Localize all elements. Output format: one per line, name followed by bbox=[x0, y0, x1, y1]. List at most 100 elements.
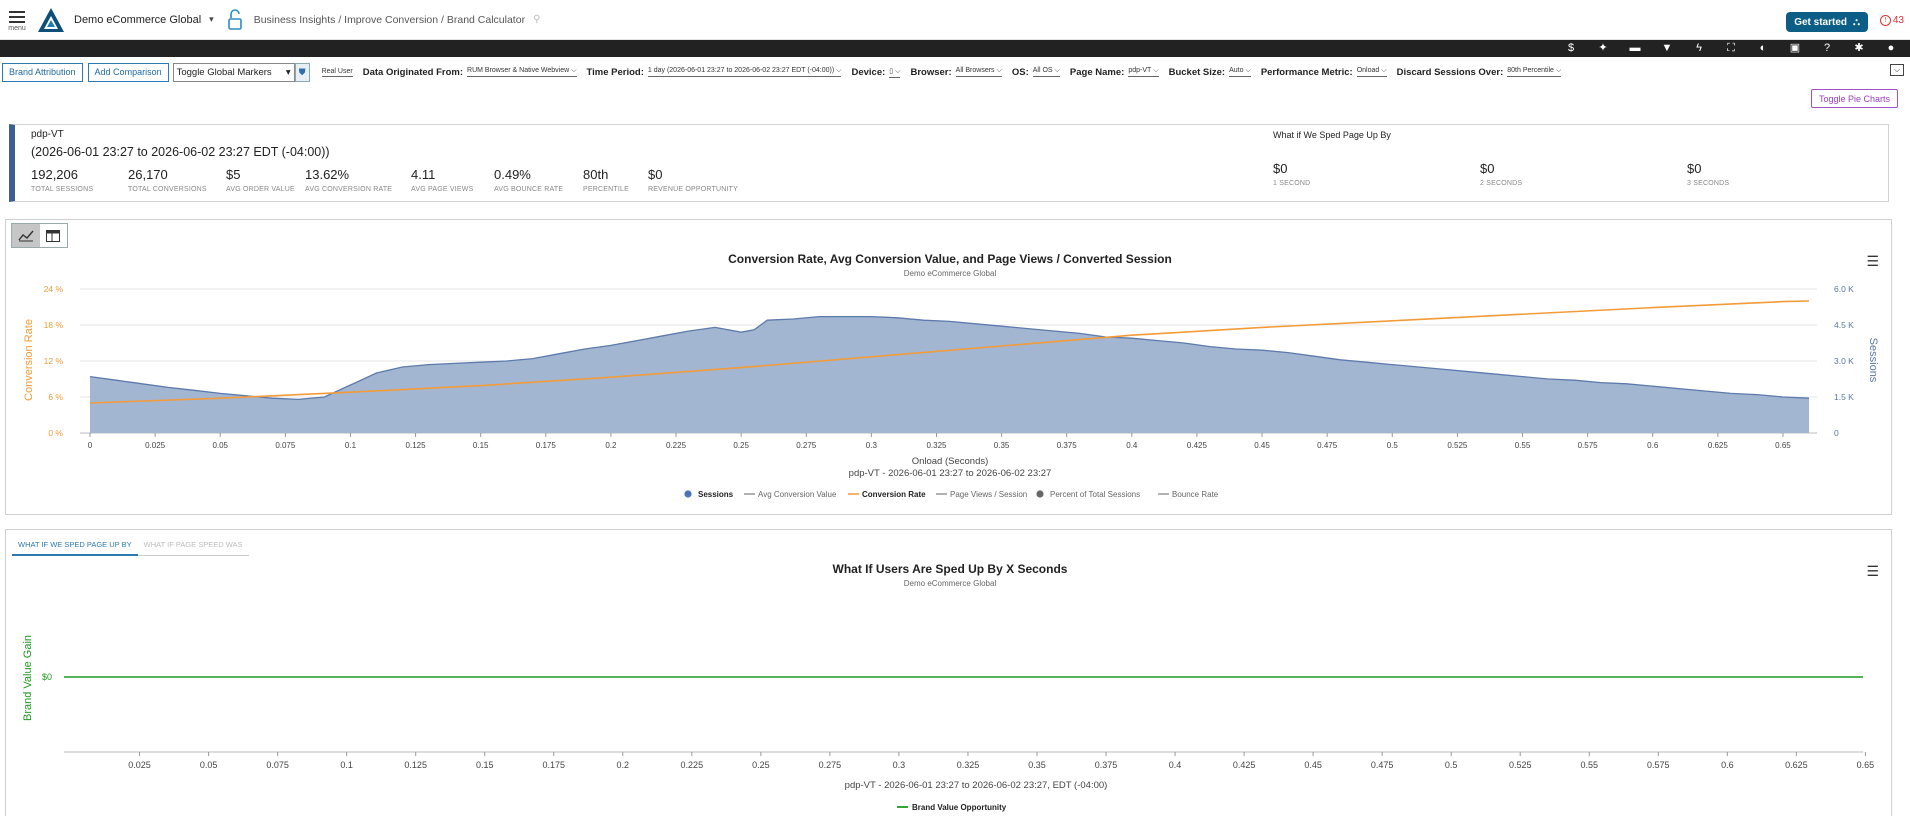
x-tick-label: 0.125 bbox=[404, 760, 427, 770]
global-markers-select[interactable]: Toggle Global Markers ▾ bbox=[172, 62, 295, 82]
collapse-filters-button[interactable]: ⌵ bbox=[1890, 64, 1904, 76]
performance-metric-select[interactable]: Onload ⌵ bbox=[1356, 67, 1387, 77]
legend-label: Conversion Rate bbox=[862, 490, 926, 499]
filter-icon[interactable]: ▼ bbox=[1661, 42, 1673, 54]
performance-metric-label: Performance Metric: bbox=[1260, 66, 1353, 78]
conversion-chart: Conversion Rate, Avg Conversion Value, a… bbox=[23, 252, 1879, 499]
tab-sped-up-by[interactable]: WHAT IF WE SPED PAGE UP BY bbox=[12, 540, 138, 556]
x-tick-label: 0.15 bbox=[473, 441, 489, 450]
toggle-pie-charts-button[interactable]: Toggle Pie Charts bbox=[1810, 89, 1898, 108]
chevron-down-icon: ⌵ bbox=[1054, 67, 1060, 74]
legend-label: Sessions bbox=[698, 490, 734, 499]
whatif-chart-panel: WHAT IF WE SPED PAGE UP BY WHAT IF PAGE … bbox=[5, 529, 1892, 816]
chevron-down-icon[interactable]: ▾ bbox=[209, 14, 214, 24]
view-toggle bbox=[11, 223, 68, 248]
legend-item[interactable]: Brand Value Opportunity bbox=[897, 803, 1007, 812]
metric-avg-bounce-rate: 0.49% AVG BOUNCE RATE bbox=[494, 167, 563, 193]
app-selector[interactable]: Demo eCommerce Global bbox=[74, 13, 202, 26]
x-tick-label: 0.125 bbox=[406, 441, 427, 450]
legend-item[interactable]: Bounce Rate bbox=[1158, 490, 1219, 499]
x-tick-label: 0.45 bbox=[1254, 441, 1270, 450]
x-tick-label: 0.35 bbox=[994, 441, 1010, 450]
chart-view-icon[interactable] bbox=[12, 224, 40, 247]
device-select[interactable]: ▯ ⌵ bbox=[889, 67, 901, 78]
legend-label: Bounce Rate bbox=[1172, 490, 1219, 499]
sessions-area bbox=[90, 316, 1809, 433]
expand-icon[interactable]: ⛶ bbox=[1727, 42, 1735, 54]
contrast-icon[interactable]: ◐ bbox=[1759, 42, 1767, 54]
get-started-button[interactable]: Get started ⛬ bbox=[1786, 12, 1868, 32]
legend-label: Brand Value Opportunity bbox=[912, 803, 1007, 812]
alert-indicator[interactable]: ! 43 bbox=[1879, 15, 1904, 26]
x-tick-label: 0.225 bbox=[681, 760, 704, 770]
x-tick-label: 0.2 bbox=[605, 441, 617, 450]
time-period-select[interactable]: 1 day (2026-06-01 23:27 to 2026-06-02 23… bbox=[647, 67, 842, 77]
x-tick-label: 0.325 bbox=[926, 441, 947, 450]
user-icon[interactable]: ● bbox=[1887, 42, 1895, 54]
page-name-select[interactable]: pdp-VT ⌵ bbox=[1128, 67, 1159, 77]
legend-marker bbox=[1036, 490, 1044, 498]
metric-label: AVG PAGE VIEWS bbox=[411, 186, 474, 193]
menu-button[interactable]: menu bbox=[0, 0, 34, 40]
x-tick-label: 0.475 bbox=[1317, 441, 1338, 450]
table-view-icon[interactable] bbox=[40, 224, 68, 247]
sessions-series bbox=[89, 315, 1810, 433]
help-icon[interactable]: ? bbox=[1823, 42, 1831, 54]
whatif-3-seconds: $0 3 SECONDS bbox=[1687, 161, 1729, 187]
chevron-down-icon: ⌵ bbox=[571, 67, 577, 74]
bucket-size-select[interactable]: Auto ⌵ bbox=[1229, 67, 1251, 77]
whatif-title: What if We Sped Page Up By bbox=[1273, 130, 1391, 140]
x-tick-label: 0.425 bbox=[1233, 760, 1256, 770]
bolt-icon[interactable]: ϟ bbox=[1696, 42, 1702, 54]
x-tick-label: 0.4 bbox=[1169, 760, 1182, 770]
dollar-icon[interactable]: $ bbox=[1567, 42, 1575, 54]
x-tick-label: 0.55 bbox=[1515, 441, 1531, 450]
legend-item[interactable]: Conversion Rate bbox=[848, 490, 926, 499]
x-tick-label: 0.1 bbox=[345, 441, 357, 450]
metric-label: 3 SECONDS bbox=[1687, 180, 1730, 187]
x-tick-label: 0.5 bbox=[1387, 441, 1399, 450]
legend-label: Avg Conversion Value bbox=[758, 490, 837, 499]
legend-item[interactable]: Avg Conversion Value bbox=[744, 490, 837, 499]
browser-select[interactable]: All Browsers ⌵ bbox=[955, 67, 1002, 77]
sparkle-icon[interactable]: ✦ bbox=[1598, 42, 1608, 54]
os-select[interactable]: All OS ⌵ bbox=[1032, 67, 1060, 77]
metric-label: 1 SECOND bbox=[1273, 180, 1311, 187]
x-tick-label: 0.425 bbox=[1187, 441, 1208, 450]
chart-menu-icon[interactable]: ☰ bbox=[1866, 253, 1879, 269]
add-comparison-button[interactable]: Add Comparison bbox=[87, 62, 169, 82]
metric-value: 0.49% bbox=[494, 167, 531, 182]
comment-icon[interactable]: ▬ bbox=[1629, 42, 1641, 54]
origin-label: Data Originated From: bbox=[362, 66, 464, 78]
metric-label: AVG BOUNCE RATE bbox=[494, 186, 564, 193]
legend-item[interactable]: Sessions bbox=[684, 490, 734, 499]
real-user-select[interactable]: Real User bbox=[321, 67, 353, 77]
toolbar-icons: $ ✦ ▬ ▼ ϟ ⛶ ◐ ▣ ? ✱ ● bbox=[0, 40, 1910, 57]
brand-attribution-button[interactable]: Brand Attribution bbox=[2, 62, 83, 82]
legend-item[interactable]: Page Views / Session bbox=[936, 490, 1027, 499]
report-icon[interactable]: ▣ bbox=[1789, 42, 1801, 54]
y-right-tick-label: 3.0 K bbox=[1834, 356, 1854, 366]
x-tick-label: 0.55 bbox=[1580, 760, 1598, 770]
x-tick-label: 0.575 bbox=[1578, 441, 1599, 450]
x-tick-label: 0.1 bbox=[340, 760, 353, 770]
discard-sessions-select[interactable]: 80th Percentile ⌵ bbox=[1507, 67, 1562, 77]
device-label: Device: bbox=[851, 66, 886, 78]
page-name-label: Page Name: bbox=[1069, 66, 1125, 78]
metric-value: 4.11 bbox=[411, 167, 436, 182]
tab-page-speed-was[interactable]: WHAT IF PAGE SPEED WAS bbox=[137, 540, 249, 556]
chart-menu-icon[interactable]: ☰ bbox=[1866, 563, 1879, 579]
chevron-down-icon: ⌵ bbox=[1245, 67, 1251, 74]
settings-icon[interactable]: ✱ bbox=[1854, 42, 1864, 54]
alert-count: 43 bbox=[1892, 15, 1904, 26]
unlock-icon[interactable] bbox=[227, 8, 242, 31]
legend-item[interactable]: Percent of Total Sessions bbox=[1036, 490, 1140, 499]
chart-legend: Sessions Avg Conversion Value Conversion R… bbox=[684, 490, 1219, 499]
y-left-tick-label: 24 % bbox=[44, 284, 64, 294]
shield-icon[interactable]: ⛊ bbox=[294, 62, 310, 82]
x-tick-label: 0.475 bbox=[1371, 760, 1394, 770]
breadcrumb: Business Insights / Improve Conversion /… bbox=[253, 13, 526, 26]
pin-icon[interactable]: ⚲ bbox=[533, 14, 541, 25]
origin-select[interactable]: RUM Browser & Native Webview ⌵ bbox=[467, 67, 577, 77]
y-left-tick-label: 18 % bbox=[44, 320, 64, 330]
